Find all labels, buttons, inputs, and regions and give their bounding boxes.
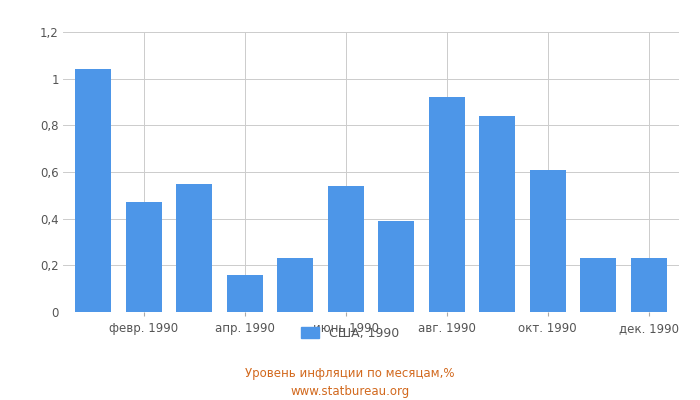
Bar — [479, 116, 515, 312]
Text: www.statbureau.org: www.statbureau.org — [290, 385, 410, 398]
Bar — [277, 258, 314, 312]
Bar — [580, 258, 617, 312]
Legend: США, 1990: США, 1990 — [301, 327, 399, 340]
Bar — [176, 184, 213, 312]
Bar — [75, 69, 111, 312]
Bar — [328, 186, 364, 312]
Bar — [125, 202, 162, 312]
Bar — [428, 97, 465, 312]
Bar — [378, 221, 414, 312]
Text: Уровень инфляции по месяцам,%: Уровень инфляции по месяцам,% — [245, 368, 455, 380]
Bar — [227, 275, 263, 312]
Bar — [631, 258, 667, 312]
Bar — [529, 170, 566, 312]
